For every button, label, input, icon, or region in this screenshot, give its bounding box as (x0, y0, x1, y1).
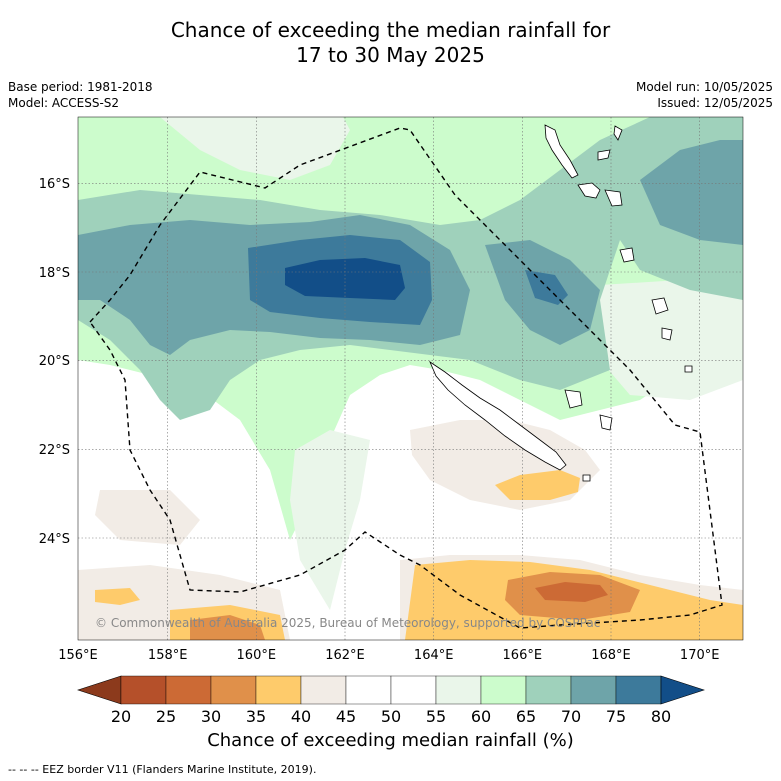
colorbar-tick-label: 40 (291, 707, 311, 726)
map-plot-area: © Commonwealth of Australia 2025, Bureau… (78, 117, 743, 640)
x-tick-label: 170°E (680, 648, 720, 663)
contour-55-60-east (600, 280, 743, 400)
y-tick-label: 20°S (39, 354, 70, 369)
contour-30-35-sw (190, 615, 265, 640)
colorbar-segment (300, 675, 347, 705)
colorbar-segment (165, 675, 212, 705)
title-line-2: 17 to 30 May 2025 (296, 43, 485, 67)
colorbar-labels: 20 25 30 35 40 45 50 55 60 65 70 75 80 (111, 707, 671, 726)
contour-55-60-south (290, 430, 370, 610)
colorbar-tick-label: 80 (651, 707, 671, 726)
x-tick-label: 156°E (58, 648, 98, 663)
new-caledonia-coast (429, 360, 567, 471)
x-tick-label: 160°E (237, 648, 277, 663)
colorbar (77, 675, 705, 705)
y-tick-label: 16°S (39, 177, 70, 192)
colorbar-arrow-high (660, 675, 705, 705)
y-tick-label: 24°S (39, 532, 70, 547)
x-axis-labels: 156°E 158°E 160°E 162°E 164°E 166°E 168°… (58, 648, 719, 663)
colorbar-segment (435, 675, 482, 705)
contour-35-40 (495, 470, 580, 500)
colorbar-segment (345, 675, 392, 705)
colorbar-tick-label: 20 (111, 707, 131, 726)
chart-title: Chance of exceeding the median rainfall … (0, 18, 781, 68)
model-name: Model: ACCESS-S2 (8, 96, 120, 110)
x-tick-label: 166°E (503, 648, 543, 663)
x-tick-label: 164°E (414, 648, 454, 663)
colorbar-segment (525, 675, 572, 705)
y-tick-label: 22°S (39, 443, 70, 458)
footer-note: -- -- -- EEZ border V11 (Flanders Marine… (8, 763, 317, 776)
colorbar-segment (210, 675, 257, 705)
colorbar-tick-label: 75 (606, 707, 626, 726)
colorbar-tick-label: 55 (426, 707, 446, 726)
vanuatu-islands (544, 124, 693, 373)
x-tick-label: 158°E (148, 648, 188, 663)
contour-25-30 (535, 582, 608, 602)
copyright-text: © Commonwealth of Australia 2025, Bureau… (95, 616, 600, 630)
model-run: Model run: 10/05/2025 (635, 80, 773, 94)
title-line-1: Chance of exceeding the median rainfall … (170, 18, 611, 42)
colorbar-segment (615, 675, 662, 705)
colorbar-arrow-low (77, 675, 122, 705)
colorbar-tick-label: 65 (516, 707, 536, 726)
colorbar-tick-label: 45 (336, 707, 356, 726)
loyalty-islands (564, 389, 613, 482)
colorbar-segment (390, 675, 437, 705)
contour-70-75-ne (640, 140, 743, 245)
colorbar-tick-label: 70 (561, 707, 581, 726)
colorbar-tick-label: 30 (201, 707, 221, 726)
base-period: Base period: 1981-2018 (8, 80, 153, 94)
contour-35-40-w (95, 588, 140, 605)
colorbar-segment (120, 675, 167, 705)
colorbar-tick-label: 60 (471, 707, 491, 726)
colorbar-tick-label: 25 (156, 707, 176, 726)
colorbar-title: Chance of exceeding median rainfall (%) (207, 730, 574, 751)
y-axis-labels: 16°S 18°S 20°S 22°S 24°S (39, 177, 70, 547)
meta-left: Base period: 1981-2018 Model: ACCESS-S2 (8, 79, 153, 111)
gridlines (78, 117, 743, 640)
eez-border (89, 127, 723, 629)
colorbar-tick-label: 35 (246, 707, 266, 726)
issued-date: Issued: 12/05/2025 (657, 96, 773, 110)
map-frame (77, 116, 744, 641)
contour-75-80-east (525, 270, 568, 305)
meta-right: Model run: 10/05/2025 Issued: 12/05/2025 (636, 79, 773, 111)
colorbar-segment (570, 675, 617, 705)
x-tick-label: 162°E (325, 648, 365, 663)
colorbar-tick-label: 50 (381, 707, 401, 726)
colorbar-segment (255, 675, 302, 705)
contour-55-60 (78, 117, 350, 180)
y-tick-label: 18°S (39, 266, 70, 281)
x-tick-label: 168°E (591, 648, 631, 663)
colorbar-segment (480, 675, 527, 705)
